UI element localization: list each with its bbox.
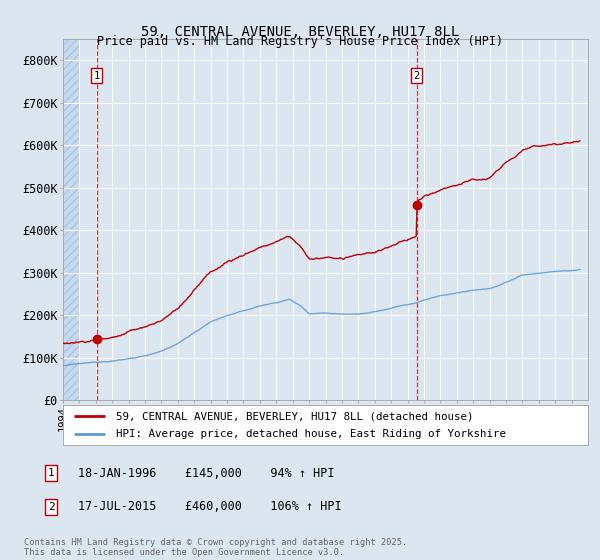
Text: 1: 1 [47, 468, 55, 478]
Text: 17-JUL-2015    £460,000    106% ↑ HPI: 17-JUL-2015 £460,000 106% ↑ HPI [78, 500, 341, 514]
Text: 59, CENTRAL AVENUE, BEVERLEY, HU17 8LL (detached house): 59, CENTRAL AVENUE, BEVERLEY, HU17 8LL (… [115, 411, 473, 421]
Text: 59, CENTRAL AVENUE, BEVERLEY, HU17 8LL: 59, CENTRAL AVENUE, BEVERLEY, HU17 8LL [141, 25, 459, 39]
Text: 18-JAN-1996    £145,000    94% ↑ HPI: 18-JAN-1996 £145,000 94% ↑ HPI [78, 466, 335, 480]
Text: 2: 2 [47, 502, 55, 512]
Text: HPI: Average price, detached house, East Riding of Yorkshire: HPI: Average price, detached house, East… [115, 429, 505, 439]
Text: 1: 1 [94, 71, 100, 81]
Text: Price paid vs. HM Land Registry's House Price Index (HPI): Price paid vs. HM Land Registry's House … [97, 35, 503, 48]
Text: Contains HM Land Registry data © Crown copyright and database right 2025.
This d: Contains HM Land Registry data © Crown c… [24, 538, 407, 557]
Bar [63, 39, 79, 400]
Text: 2: 2 [413, 71, 419, 81]
